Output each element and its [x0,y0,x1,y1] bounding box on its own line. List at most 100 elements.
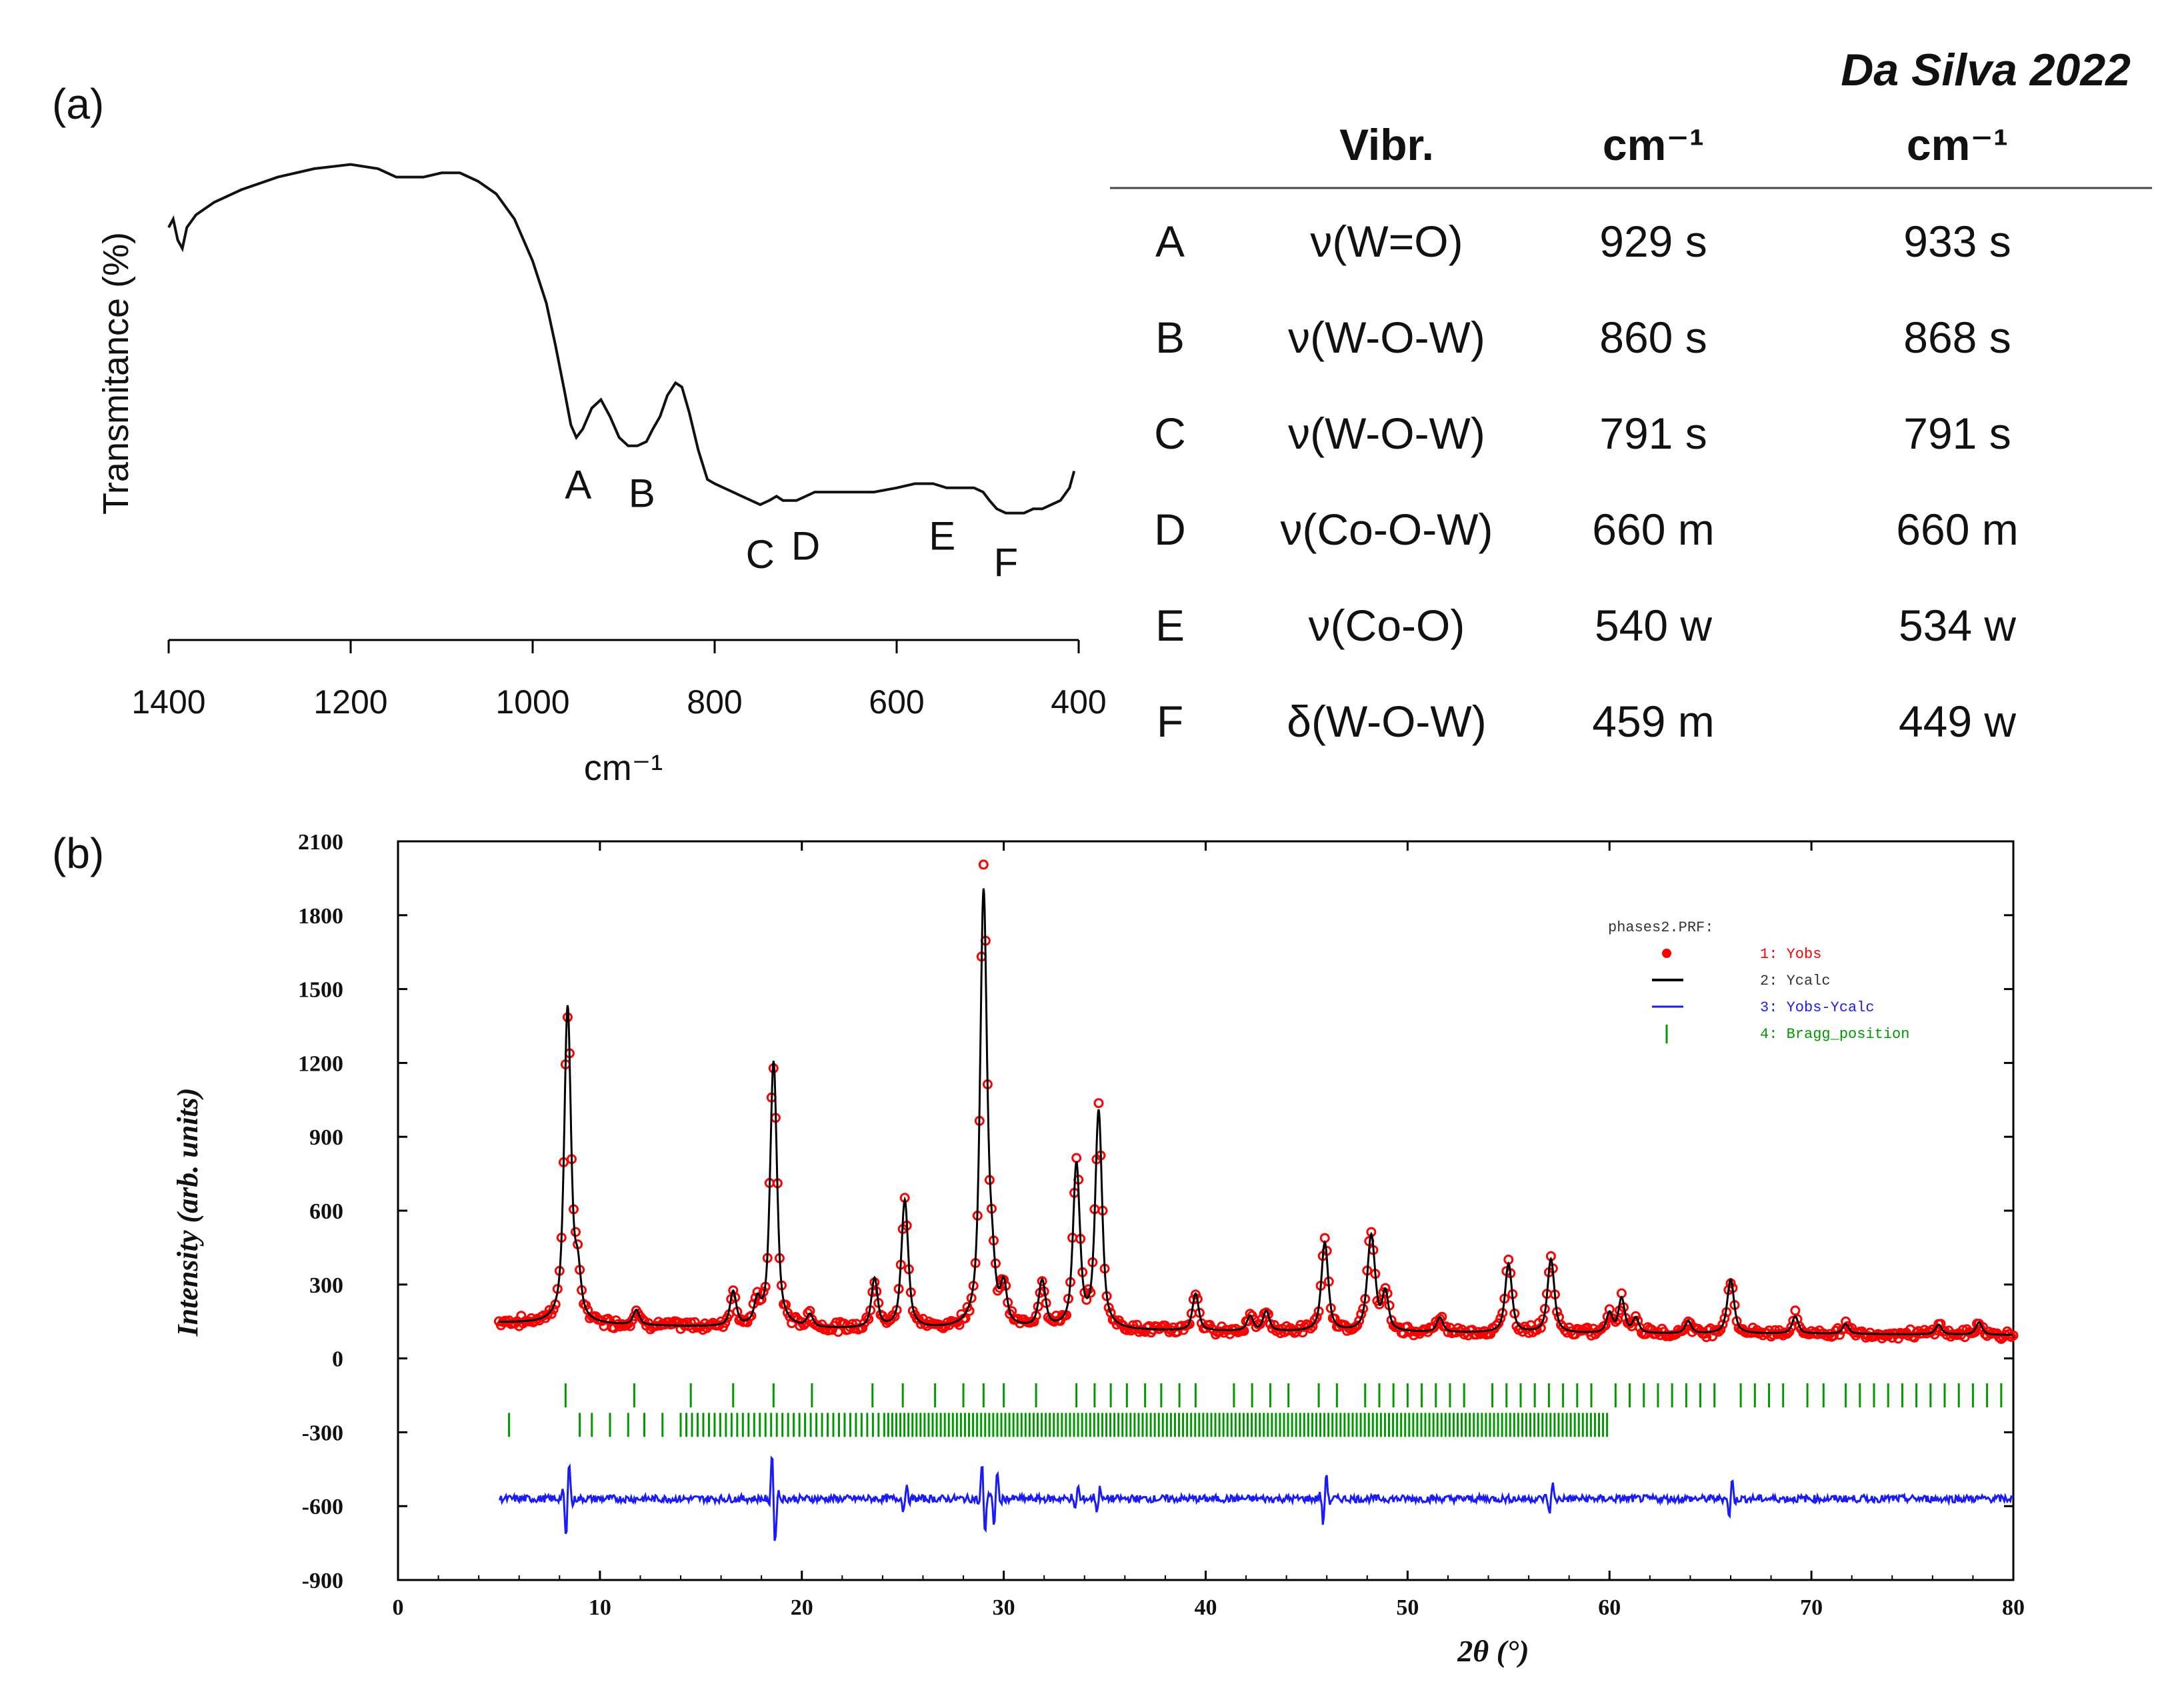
xrd-observed-point [1255,1319,1265,1329]
legend-item-bragg: 4: Bragg_position [1760,1026,1909,1043]
ir-x-tick-label: 400 [1051,683,1106,721]
xrd-observed-point [1037,1276,1047,1287]
xrd-calculated-curve [499,888,2013,1336]
ir-peak-label-f: F [993,541,1018,585]
legend-item-ycalc: 2: Ycalc [1760,973,1831,989]
xrd-axes: 0 10 20 30 40 50 60 70 80 -900 -600 -300 0 300 600 900 1… [298,830,2025,1620]
xrd-refinement-chart: 0 10 20 30 40 50 60 70 80 -900 -600 -300 0 300 600 900 1… [171,830,2025,1668]
ir-x-tick-label: 1000 [495,683,569,721]
xrd-observed-point [1828,1330,1839,1341]
ir-spectrum-curve [167,163,1076,515]
table-header-vibr: Vibr. [1339,120,1434,169]
xrd-y-tick-label: -300 [302,1421,343,1445]
table-reference: Da Silva 2022 [1841,45,2131,95]
table-cell: ν(Co-O) [1309,601,1465,650]
table-cell: 660 m [1592,505,1714,554]
xrd-y-axis-label: Intensity (arb. units) [171,1088,204,1337]
table-cell: B [1155,313,1185,362]
xrd-observed-point [1380,1283,1391,1293]
xrd-observed-point [847,1319,857,1329]
xrd-observed-point [746,1311,757,1321]
ir-x-axis-label: cm⁻¹ [584,748,663,788]
table-cell: 791 s [1599,409,1707,458]
ir-x-tick-label: 1200 [313,683,387,721]
ir-x-ticks: 1400 1200 1000 800 600 400 [131,640,1107,721]
xrd-x-axis-label: 2θ (°) [1457,1634,1529,1668]
xrd-y-tick-label: 900 [309,1125,343,1150]
table-cell: D [1154,505,1186,554]
xrd-x-tick-label: 10 [589,1595,611,1620]
table-cell: δ(W-O-W) [1287,697,1486,746]
ir-spectrum-chart: 1400 1200 1000 800 600 400 A B C D EF Transmitanc… [96,163,1107,788]
panel-b-label: (b) [52,829,104,877]
ir-peak-label-b: B [629,471,655,516]
table-cell: A [1155,217,1185,266]
table-cell: 534 w [1899,601,2016,650]
xrd-observed-point [1081,1295,1092,1305]
table-cell: 791 s [1903,409,2011,458]
xrd-observed-point [1435,1313,1445,1324]
table-cell: ν(W-O-W) [1288,313,1485,362]
xrd-y-tick-label: 1200 [298,1051,343,1076]
ir-y-axis-label: Transmitance (%) [96,232,136,515]
xrd-observed-point [995,1283,1005,1293]
table-cell: F [1157,697,1183,746]
xrd-x-tick-label: 20 [791,1595,813,1620]
xrd-observed-point [542,1309,553,1320]
table-cell: 929 s [1599,217,1707,266]
xrd-x-tick-label: 40 [1195,1595,1217,1620]
table-header-cm-2: cm⁻¹ [1907,120,2008,169]
xrd-observed-point [1711,1325,1722,1335]
xrd-x-tick-label: 50 [1396,1595,1419,1620]
xrd-observed-point [1386,1315,1397,1325]
xrd-y-tick-label: -600 [302,1495,343,1519]
ir-x-tick-label: 600 [869,683,924,721]
xrd-observed-point [1927,1324,1938,1335]
xrd-observed-point [1911,1327,1922,1338]
table-cell: 540 w [1595,601,1712,650]
ir-peak-label-d: D [791,523,820,568]
xrd-y-tick-label: 600 [309,1199,343,1224]
table-header-cm-1: cm⁻¹ [1603,120,1704,169]
xrd-x-tick-label: 30 [993,1595,1015,1620]
table-cell: ν(W=O) [1310,217,1463,266]
xrd-y-tick-label: 0 [332,1347,343,1372]
xrd-observed-point [1493,1318,1504,1329]
xrd-observed-point [1790,1305,1801,1316]
table-cell: 660 m [1896,505,2018,554]
ir-x-tick-label: 800 [687,683,742,721]
table-cell: C [1154,409,1186,458]
legend-title: phases2.PRF: [1608,919,1713,936]
table-cell: 868 s [1903,313,2011,362]
legend-obs-marker [1662,949,1671,958]
table-cell: 449 w [1899,697,2016,746]
xrd-y-tick-label: 1800 [298,904,343,929]
legend-item-yobs: 1: Yobs [1760,946,1821,963]
table-cell: ν(Co-O-W) [1281,505,1493,554]
ir-peak-label-a: A [565,463,591,507]
xrd-observed-point [1491,1320,1502,1331]
xrd-observed-point [1093,1098,1104,1109]
panel-a-label: (a) [52,80,104,128]
xrd-x-tick-label: 0 [393,1595,404,1620]
xrd-y-tick-label: 300 [309,1273,343,1298]
ir-peak-label-e: E [929,514,955,559]
table-cell: E [1155,601,1185,650]
table-cell: ν(W-O-W) [1288,409,1485,458]
xrd-difference-curve [499,1455,2014,1541]
ir-peak-labels: A B C D EF [565,463,1018,585]
xrd-observed-point [1610,1317,1621,1327]
xrd-legend: phases2.PRF: 1: Yobs 2: Ycalc 3: Yobs-Yc… [1608,919,1909,1043]
xrd-y-tick-label: 1500 [298,978,343,1003]
table-cell: 933 s [1903,217,2011,266]
xrd-x-tick-label: 80 [2002,1595,2025,1620]
table-cell: 459 m [1592,697,1714,746]
xrd-bragg-positions [508,1383,2003,1437]
xrd-y-tick-label: -900 [302,1569,343,1593]
ir-peak-label-c: C [746,532,775,577]
xrd-observed-point [978,859,989,870]
xrd-x-tick-label: 70 [1800,1595,1823,1620]
xrd-observed-point [1822,1331,1833,1341]
legend-item-diff: 3: Yobs-Ycalc [1760,999,1875,1016]
